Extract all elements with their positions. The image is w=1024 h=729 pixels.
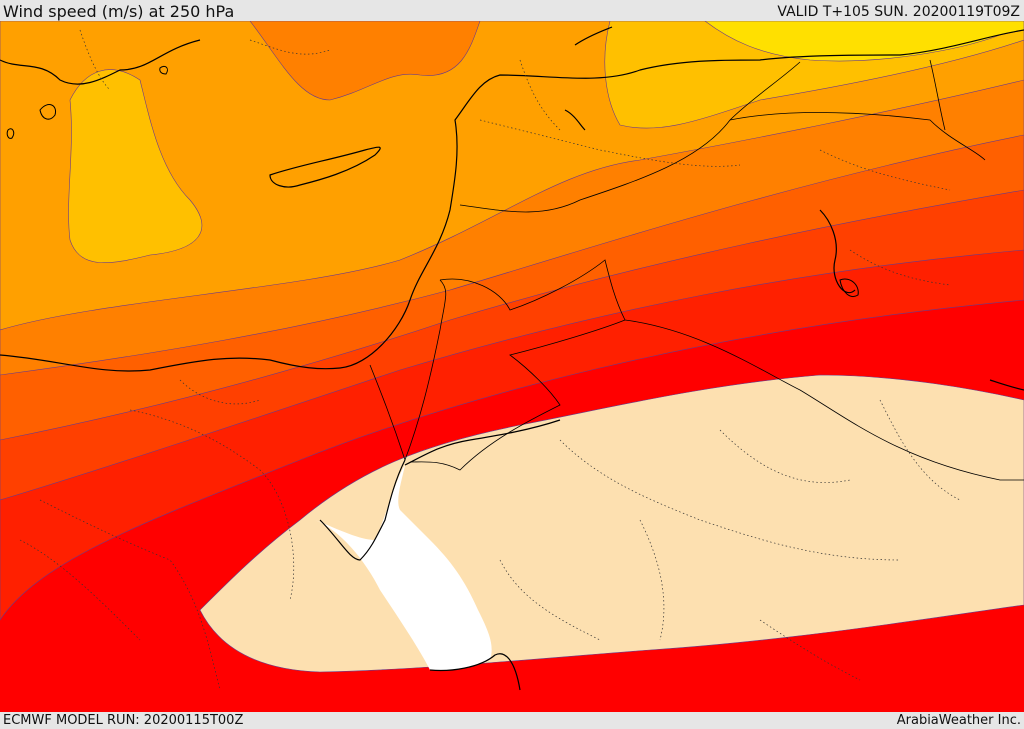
weather-map: [0, 21, 1024, 712]
footer-bar: ECMWF MODEL RUN: 20200115T00Z ArabiaWeat…: [0, 712, 1024, 729]
model-run: ECMWF MODEL RUN: 20200115T00Z: [3, 713, 244, 728]
valid-time: VALID T+105 SUN. 20200119T09Z: [777, 4, 1020, 20]
map-title: Wind speed (m/s) at 250 hPa: [3, 2, 235, 21]
red-sea: [315, 465, 492, 671]
map-canvas: [0, 21, 1024, 712]
band-ffc000-west: [68, 69, 202, 264]
admin-borders: [19, 29, 961, 691]
islands: [6, 65, 859, 297]
credit: ArabiaWeather Inc.: [896, 713, 1021, 728]
header-bar: Wind speed (m/s) at 250 hPa VALID T+105 …: [0, 0, 1024, 21]
borders: [369, 59, 1024, 481]
band-ff8000-north: [249, 21, 481, 101]
coastlines: [0, 26, 1024, 691]
band-ffe000-north: [704, 21, 1024, 62]
